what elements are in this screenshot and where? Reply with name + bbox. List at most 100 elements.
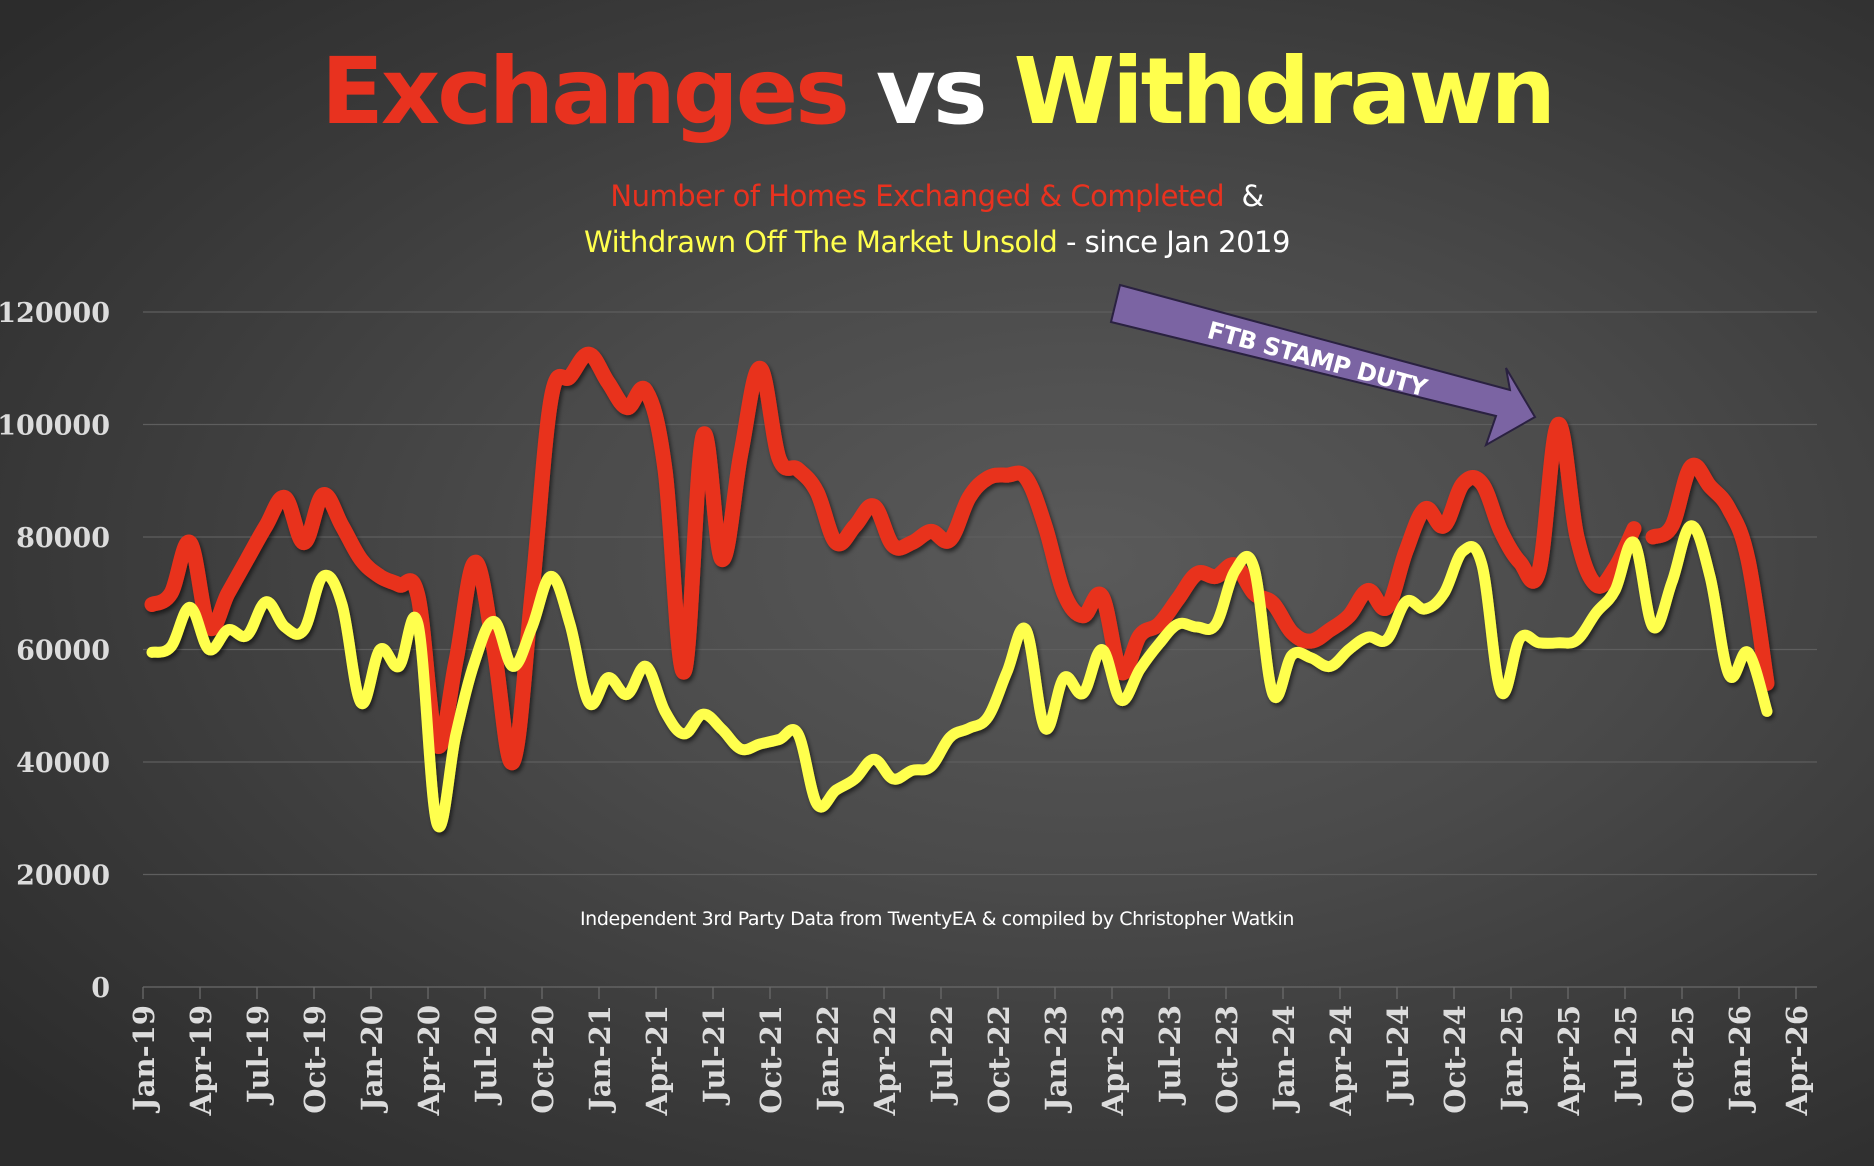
subtitle-exchanged-text: Number of Homes Exchanged & Completed	[610, 179, 1225, 213]
data-point-exchanges	[1272, 602, 1274, 604]
data-point-exchanges	[322, 494, 324, 496]
data-point-withdrawn	[1272, 694, 1274, 696]
data-point-withdrawn	[1481, 564, 1483, 566]
data-point-withdrawn	[1139, 668, 1141, 670]
data-point-withdrawn	[531, 626, 533, 628]
data-point-withdrawn	[816, 803, 818, 805]
data-point-withdrawn	[1063, 677, 1065, 679]
x-tick-label: Jan-24	[1267, 1005, 1301, 1114]
data-point-withdrawn	[702, 713, 704, 715]
data-point-exchanges	[607, 381, 609, 383]
data-point-exchanges	[1671, 525, 1673, 527]
data-point-withdrawn	[911, 769, 913, 771]
data-point-withdrawn	[664, 710, 666, 712]
series-line-exchanges	[144, 346, 1642, 771]
data-point-exchanges	[455, 660, 457, 662]
data-point-withdrawn	[1158, 643, 1160, 645]
data-point-exchanges	[1690, 466, 1692, 468]
data-point-exchanges	[341, 525, 343, 527]
data-point-withdrawn	[1652, 626, 1654, 628]
data-point-exchanges	[246, 559, 248, 561]
data-point-withdrawn	[1424, 608, 1426, 610]
x-axis: Jan-19 Apr-19 Jul-19 Oct-19 Jan-20 Apr-20 Jul-…	[127, 986, 1817, 1116]
data-point-exchanges	[1424, 508, 1426, 510]
data-point-exchanges	[550, 398, 552, 400]
data-point-exchanges	[474, 561, 476, 563]
series-group	[144, 346, 1775, 833]
data-point-exchanges	[1329, 629, 1331, 631]
data-point-exchanges	[1728, 508, 1730, 510]
data-point-withdrawn	[1766, 710, 1768, 712]
x-tick-label: Jul-19	[241, 1005, 275, 1106]
data-point-withdrawn	[1576, 639, 1578, 641]
data-point-exchanges	[1082, 615, 1084, 617]
data-point-withdrawn	[1044, 727, 1046, 729]
x-tick-label: Oct-25	[1666, 1005, 1700, 1114]
y-tick-label: 120000	[0, 298, 110, 329]
y-tick-label: 20000	[16, 861, 110, 892]
data-point-withdrawn	[873, 758, 875, 760]
data-point-withdrawn	[569, 623, 571, 625]
data-point-withdrawn	[474, 660, 476, 662]
data-point-exchanges	[1348, 615, 1350, 617]
data-point-withdrawn	[1690, 525, 1692, 527]
data-point-withdrawn	[227, 629, 229, 631]
data-point-exchanges	[1006, 474, 1008, 476]
data-point-exchanges	[911, 542, 913, 544]
data-point-withdrawn	[151, 651, 153, 653]
x-tick-label: Apr-23	[1096, 1005, 1130, 1116]
x-tick-label: Oct-21	[754, 1005, 788, 1114]
x-tick-label: Jan-22	[811, 1005, 845, 1114]
data-point-exchanges	[1386, 606, 1388, 608]
x-tick-label: Oct-24	[1438, 1005, 1472, 1114]
data-point-withdrawn	[1310, 657, 1312, 659]
data-point-withdrawn	[265, 601, 267, 603]
data-point-exchanges	[759, 367, 761, 369]
data-point-exchanges	[360, 559, 362, 561]
x-tick-label: Jan-25	[1495, 1005, 1529, 1114]
data-point-withdrawn	[1101, 649, 1103, 651]
data-point-exchanges	[1405, 550, 1407, 552]
data-point-withdrawn	[1082, 692, 1084, 694]
data-point-exchanges	[1500, 530, 1502, 532]
data-point-withdrawn	[1253, 567, 1255, 569]
data-point-withdrawn	[1671, 581, 1673, 583]
data-point-withdrawn	[797, 733, 799, 735]
y-tick-label: 60000	[16, 636, 110, 667]
data-point-withdrawn	[341, 604, 343, 606]
x-tick-label: Apr-26	[1780, 1005, 1814, 1116]
data-point-exchanges	[892, 544, 894, 546]
x-tick-label: Jan-26	[1723, 1005, 1757, 1114]
data-point-withdrawn	[740, 748, 742, 750]
data-point-exchanges	[1025, 477, 1027, 479]
x-tick-label: Jan-19	[127, 1005, 161, 1114]
data-point-withdrawn	[208, 649, 210, 651]
data-point-exchanges	[1367, 589, 1369, 591]
data-point-exchanges	[664, 469, 666, 471]
data-point-withdrawn	[303, 629, 305, 631]
data-point-exchanges	[379, 575, 381, 577]
data-point-exchanges	[1215, 575, 1217, 577]
data-point-exchanges	[702, 435, 704, 437]
data-point-exchanges	[1291, 632, 1293, 634]
gridlines	[143, 311, 1817, 876]
data-point-exchanges	[1557, 424, 1559, 426]
data-point-withdrawn	[1006, 671, 1008, 673]
data-point-exchanges	[683, 671, 685, 673]
subtitle-line-1: Number of Homes Exchanged & Completed &	[0, 182, 1874, 211]
data-point-exchanges	[436, 744, 438, 746]
data-point-exchanges	[1576, 536, 1578, 538]
x-tick-label: Apr-22	[868, 1005, 902, 1116]
data-point-withdrawn	[398, 665, 400, 667]
data-point-exchanges	[740, 452, 742, 454]
x-tick-label: Apr-24	[1324, 1005, 1358, 1116]
data-point-withdrawn	[417, 623, 419, 625]
data-point-withdrawn	[854, 778, 856, 780]
data-point-exchanges	[1120, 671, 1122, 673]
subtitle-withdrawn-text: Withdrawn Off The Market Unsold	[584, 225, 1058, 259]
data-point-exchanges	[1196, 573, 1198, 575]
x-tick-label: Apr-20	[412, 1005, 446, 1116]
data-point-withdrawn	[1234, 570, 1236, 572]
data-point-withdrawn	[1291, 654, 1293, 656]
y-tick-label: 40000	[16, 748, 110, 779]
